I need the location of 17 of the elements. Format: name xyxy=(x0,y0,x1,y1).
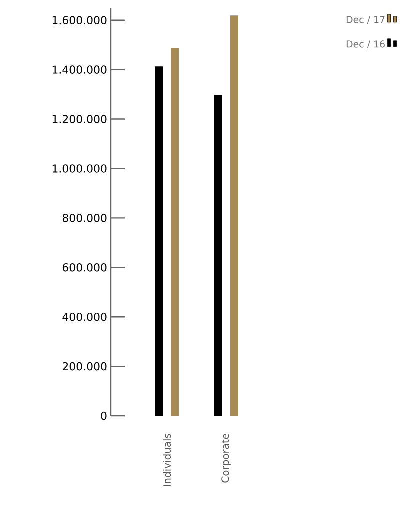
x-tick-label: Corporate xyxy=(222,434,232,483)
y-tick-label: 800.000 xyxy=(62,214,107,222)
bar xyxy=(230,16,238,416)
legend-label: Dec / 17 xyxy=(346,16,385,24)
y-tick-label: 1.200.000 xyxy=(52,115,107,124)
y-tick-label: 400.000 xyxy=(62,312,107,322)
legend-label: Dec / 16 xyxy=(346,40,385,49)
bar xyxy=(214,95,222,416)
bar xyxy=(155,66,164,416)
y-tick-label: 0 xyxy=(101,412,107,420)
y-tick-label: 1.000.000 xyxy=(52,164,107,173)
y-tick-label: 200.000 xyxy=(62,362,107,371)
y-tick-label: 1.400.000 xyxy=(52,66,107,74)
bar xyxy=(171,48,180,416)
x-tick-label: Individuals xyxy=(163,434,172,486)
y-tick-label: 600.000 xyxy=(62,264,107,272)
y-tick-label: 1.600.000 xyxy=(52,16,107,25)
